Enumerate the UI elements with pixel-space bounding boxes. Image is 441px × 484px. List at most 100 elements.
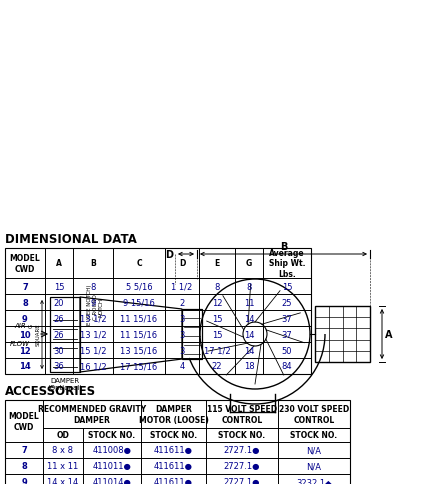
Bar [5, 400, 350, 484]
Text: 17 15/16: 17 15/16 [120, 362, 157, 371]
Text: 1 1/2: 1 1/2 [172, 282, 193, 291]
Text: 411611●: 411611● [154, 478, 193, 484]
Text: 9 15/16: 9 15/16 [123, 298, 155, 307]
Text: 84: 84 [282, 362, 292, 371]
Text: 15: 15 [282, 282, 292, 291]
Bar [182, 309, 202, 359]
Text: 7: 7 [21, 446, 27, 454]
Text: 4: 4 [179, 362, 185, 371]
Text: 15 1/2: 15 1/2 [80, 346, 106, 355]
Text: 3: 3 [179, 314, 185, 323]
Text: G
SQUARE: G SQUARE [29, 323, 40, 346]
Text: 12: 12 [19, 346, 31, 355]
Text: 3: 3 [179, 346, 185, 355]
Text: 2: 2 [179, 298, 185, 307]
Text: 15: 15 [54, 282, 64, 291]
Text: 411014●: 411014● [93, 478, 131, 484]
Text: DAMPER
(Optional): DAMPER (Optional) [48, 377, 82, 391]
Text: 17 1/2: 17 1/2 [204, 346, 230, 355]
Circle shape [243, 322, 267, 346]
Text: E (SEE NOTCH): E (SEE NOTCH) [87, 284, 93, 324]
Text: 11: 11 [244, 298, 254, 307]
Text: 2727.1●: 2727.1● [224, 446, 260, 454]
Text: N/A: N/A [306, 462, 321, 470]
Text: Average
Ship Wt.
Lbs.: Average Ship Wt. Lbs. [269, 249, 305, 278]
Text: 8: 8 [21, 462, 27, 470]
Text: 7: 7 [22, 282, 28, 291]
Text: 9: 9 [21, 478, 27, 484]
Text: 14 x 14: 14 x 14 [47, 478, 78, 484]
Text: 8 x 8: 8 x 8 [52, 446, 74, 454]
Bar [315, 306, 370, 362]
Text: DIMENSIONAL DATA: DIMENSIONAL DATA [5, 232, 137, 245]
Text: 13 1/2: 13 1/2 [80, 314, 106, 323]
Text: E: E [214, 259, 220, 268]
Text: 8: 8 [22, 298, 28, 307]
Text: 14: 14 [244, 314, 254, 323]
Text: 9: 9 [90, 298, 96, 307]
Text: ACCESSORIES: ACCESSORIES [5, 384, 96, 397]
Text: 26: 26 [54, 314, 64, 323]
Text: FLOW: FLOW [10, 340, 30, 346]
Text: 37: 37 [282, 314, 292, 323]
Text: A: A [385, 329, 392, 339]
Text: B: B [280, 242, 287, 252]
Text: 411011●: 411011● [93, 462, 131, 470]
Bar [5, 248, 311, 374]
Text: 13 15/16: 13 15/16 [120, 346, 157, 355]
Text: B: B [90, 259, 96, 268]
Text: OD: OD [56, 431, 69, 439]
Text: 22: 22 [212, 362, 222, 371]
Text: MODEL
CWD: MODEL CWD [9, 411, 39, 431]
Text: 14: 14 [244, 330, 254, 339]
Text: 11 15/16: 11 15/16 [120, 314, 157, 323]
Text: C: C [136, 259, 142, 268]
Text: A: A [56, 259, 62, 268]
Text: 13 1/2: 13 1/2 [80, 330, 106, 339]
Text: 36: 36 [54, 362, 64, 371]
Text: AIR: AIR [14, 322, 26, 328]
Text: 10: 10 [19, 330, 31, 339]
Text: G: G [246, 259, 252, 268]
Text: C ROUND
NOTCH: C ROUND NOTCH [93, 293, 103, 319]
Text: STOCK NO.: STOCK NO. [89, 431, 135, 439]
Text: STOCK NO.: STOCK NO. [291, 431, 337, 439]
Text: 411611●: 411611● [154, 446, 193, 454]
Text: 411008●: 411008● [93, 446, 131, 454]
Text: 14: 14 [244, 346, 254, 355]
Text: STOCK NO.: STOCK NO. [218, 431, 265, 439]
Text: 8: 8 [90, 282, 96, 291]
Text: 20: 20 [54, 298, 64, 307]
Bar [50, 297, 80, 372]
Text: RECOMMENDED GRAVITY
DAMPER: RECOMMENDED GRAVITY DAMPER [38, 405, 146, 424]
Text: 411611●: 411611● [154, 462, 193, 470]
Text: 8: 8 [247, 282, 252, 291]
Text: STOCK NO.: STOCK NO. [150, 431, 197, 439]
Text: 8: 8 [214, 282, 220, 291]
Text: 12: 12 [212, 298, 222, 307]
Text: 26: 26 [54, 330, 64, 339]
Text: 37: 37 [282, 330, 292, 339]
Text: 11 x 11: 11 x 11 [47, 462, 78, 470]
Text: 2727.1●: 2727.1● [224, 462, 260, 470]
Text: 16 1/2: 16 1/2 [80, 362, 106, 371]
Text: 9: 9 [22, 314, 28, 323]
Text: 14: 14 [19, 362, 31, 371]
Text: D: D [179, 259, 185, 268]
Text: MODEL
CWD: MODEL CWD [10, 254, 41, 273]
Text: 3: 3 [179, 330, 185, 339]
Text: 50: 50 [282, 346, 292, 355]
Text: 5 5/16: 5 5/16 [126, 282, 152, 291]
Text: 15: 15 [212, 314, 222, 323]
Text: D: D [165, 249, 173, 259]
Text: 3232.1◆: 3232.1◆ [296, 478, 332, 484]
Text: 230 VOLT SPEED
CONTROL: 230 VOLT SPEED CONTROL [279, 405, 349, 424]
Text: DAMPER
MOTOR (LOOSE): DAMPER MOTOR (LOOSE) [138, 405, 209, 424]
Text: 30: 30 [54, 346, 64, 355]
Text: N/A: N/A [306, 446, 321, 454]
Text: 2727.1●: 2727.1● [224, 478, 260, 484]
Text: 15: 15 [212, 330, 222, 339]
Text: 11 15/16: 11 15/16 [120, 330, 157, 339]
Text: 18: 18 [244, 362, 254, 371]
Text: 25: 25 [282, 298, 292, 307]
